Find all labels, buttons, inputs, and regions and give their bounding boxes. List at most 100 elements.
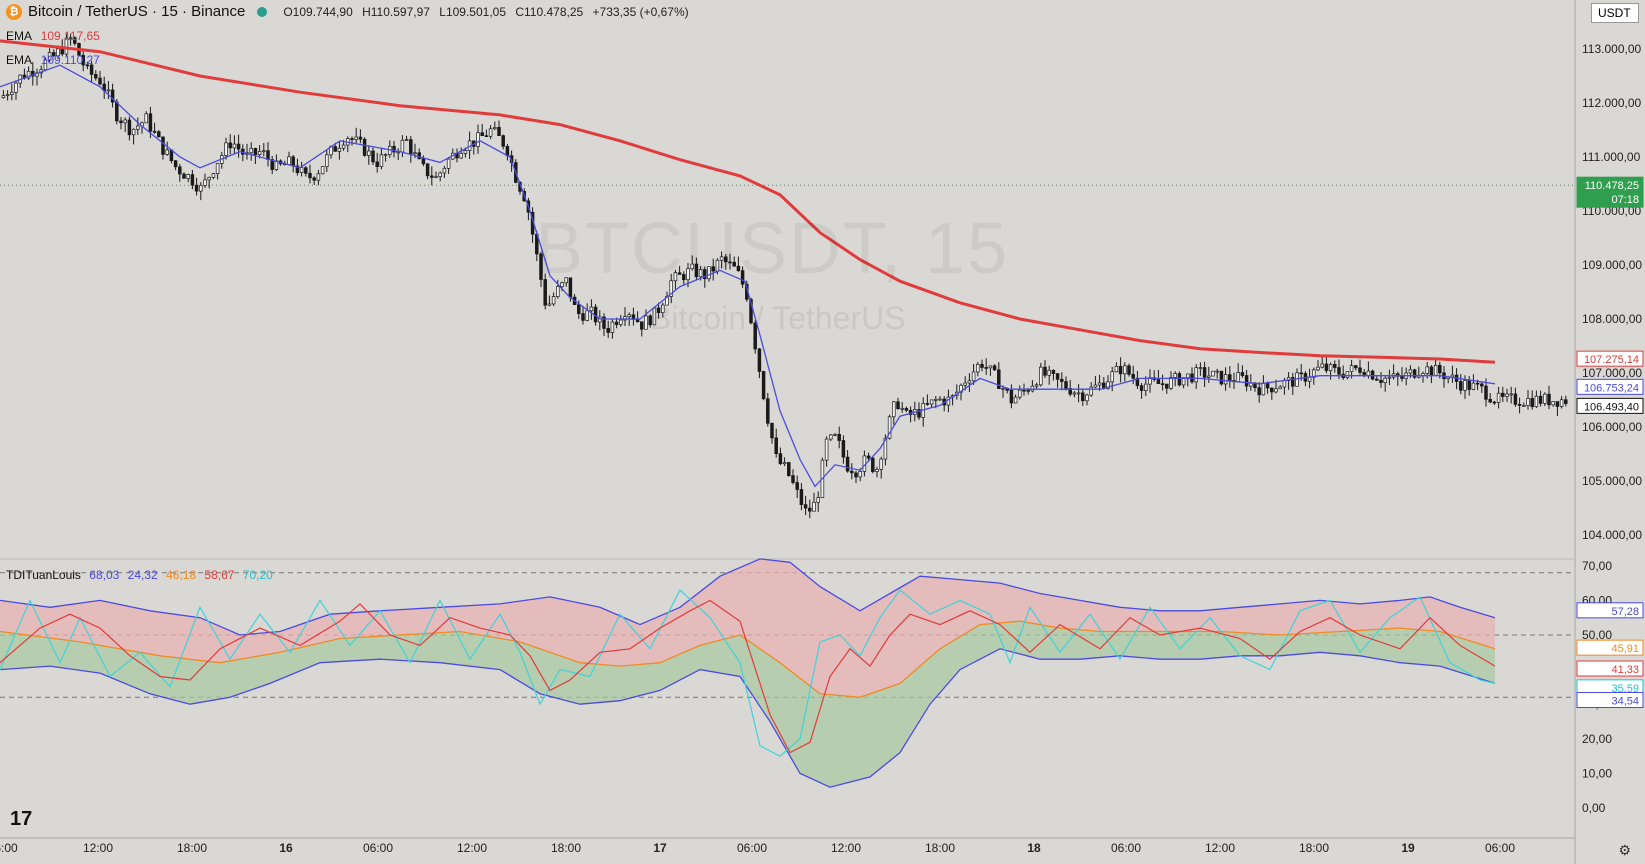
candle-up bbox=[1496, 392, 1501, 403]
tradingview-logo[interactable]: 17 bbox=[10, 808, 33, 830]
candle-down bbox=[228, 142, 232, 149]
candle-up bbox=[707, 266, 711, 280]
ema-slow-line bbox=[0, 39, 1496, 364]
candle-down bbox=[640, 321, 644, 330]
candle-up bbox=[493, 127, 497, 130]
candle-down bbox=[425, 163, 430, 177]
currency-select[interactable]: USDT bbox=[1591, 3, 1639, 23]
candle-down bbox=[190, 174, 195, 186]
candle-down bbox=[736, 265, 741, 272]
candle-down bbox=[808, 507, 812, 512]
candle-down bbox=[1517, 404, 1522, 406]
candle-up bbox=[690, 263, 694, 269]
candle-down bbox=[635, 319, 640, 323]
candle-down bbox=[904, 407, 909, 411]
tdi-mid-tag: 45,91 bbox=[1611, 643, 1639, 655]
candle-up bbox=[1450, 374, 1455, 378]
candle-down bbox=[1564, 399, 1568, 404]
candle-up bbox=[1123, 365, 1127, 375]
candle-down bbox=[997, 369, 1001, 390]
candle-down bbox=[581, 313, 585, 321]
candle-up bbox=[1274, 388, 1278, 393]
candle-up bbox=[43, 59, 48, 71]
candle-down bbox=[766, 398, 770, 424]
candle-down bbox=[1555, 401, 1560, 407]
time-axis-label: 06:00 bbox=[363, 841, 393, 855]
candle-up bbox=[1278, 386, 1282, 390]
tdi-axis-tick: 10,00 bbox=[1582, 766, 1612, 780]
candle-down bbox=[749, 298, 753, 324]
candle-up bbox=[564, 277, 568, 284]
ema-fast-legend[interactable]: EMA 109.110,27 bbox=[6, 53, 100, 67]
ema-slow-label: EMA bbox=[6, 29, 32, 43]
candle-down bbox=[266, 150, 270, 160]
candle-down bbox=[1051, 370, 1056, 374]
candle-down bbox=[1257, 387, 1261, 396]
candle-down bbox=[94, 74, 98, 79]
candle-down bbox=[1270, 387, 1274, 393]
tdi-upper-band bbox=[0, 558, 1496, 636]
candle-up bbox=[623, 316, 627, 321]
candle-up bbox=[1186, 373, 1190, 379]
tdi-mid-band bbox=[0, 620, 1496, 698]
tdi-legend[interactable]: TDITuanLouis 68,03 24,32 46,18 58,67 70,… bbox=[6, 568, 278, 582]
candle-down bbox=[1118, 365, 1123, 375]
ema-fast-value: 109.110,27 bbox=[40, 53, 100, 67]
candle-down bbox=[1060, 378, 1064, 382]
candle-down bbox=[577, 304, 581, 314]
candle-up bbox=[1522, 405, 1526, 407]
candle-up bbox=[829, 434, 833, 440]
candle-up bbox=[1018, 389, 1022, 398]
candle-up bbox=[1148, 377, 1152, 385]
candle-down bbox=[182, 173, 186, 179]
candle-down bbox=[115, 101, 119, 122]
tdi-mid-tag-box bbox=[1576, 639, 1644, 656]
candle-up bbox=[719, 256, 724, 261]
candle-down bbox=[161, 136, 165, 155]
candle-down bbox=[312, 177, 316, 181]
time-axis-label: 18 bbox=[1027, 841, 1041, 855]
ema-slow-legend[interactable]: EMA 109.117,65 bbox=[6, 29, 100, 43]
candle-up bbox=[892, 401, 896, 418]
candle-down bbox=[375, 161, 379, 167]
candle-down bbox=[602, 316, 606, 329]
candle-up bbox=[963, 382, 967, 386]
candle-up bbox=[1282, 380, 1287, 388]
candle-up bbox=[316, 173, 321, 181]
candle-up bbox=[325, 154, 329, 168]
candle-down bbox=[711, 266, 715, 272]
candle-down bbox=[430, 175, 434, 178]
time-axis-label: 17 bbox=[653, 841, 667, 855]
candle-up bbox=[1383, 377, 1387, 383]
candle-down bbox=[127, 119, 132, 136]
candle-down bbox=[484, 135, 489, 137]
symbol-title[interactable]: Bitcoin / TetherUS · 15 · Binance bbox=[28, 3, 246, 20]
candle-down bbox=[677, 272, 682, 275]
candle-up bbox=[1114, 365, 1119, 373]
candle-down bbox=[648, 315, 652, 326]
tdi-lower-tag-box bbox=[1576, 691, 1644, 708]
candle-down bbox=[1219, 370, 1224, 385]
candle-down bbox=[52, 52, 56, 56]
candle-up bbox=[967, 380, 972, 384]
candle-down bbox=[656, 307, 661, 314]
candle-down bbox=[417, 152, 421, 160]
candle-down bbox=[295, 165, 300, 173]
candle-down bbox=[392, 145, 396, 153]
candle-down bbox=[757, 348, 762, 372]
candle-down bbox=[31, 70, 35, 77]
candle-up bbox=[900, 407, 904, 410]
tdi-upper-fill bbox=[0, 558, 1495, 698]
candle-down bbox=[703, 269, 707, 280]
candle-up bbox=[556, 286, 560, 297]
settings-gear-icon[interactable]: ⚙ bbox=[1618, 842, 1631, 858]
tdi-axis-tick: 50,00 bbox=[1582, 628, 1612, 642]
last-price-tag: 07:18 bbox=[1611, 194, 1639, 206]
candle-down bbox=[350, 138, 354, 140]
candle-up bbox=[1215, 370, 1219, 373]
candle-up bbox=[287, 156, 291, 165]
candle-up bbox=[1261, 382, 1266, 396]
tdi-upper-tag: 57,28 bbox=[1611, 606, 1639, 618]
time-axis-label: 6:00 bbox=[0, 841, 18, 855]
